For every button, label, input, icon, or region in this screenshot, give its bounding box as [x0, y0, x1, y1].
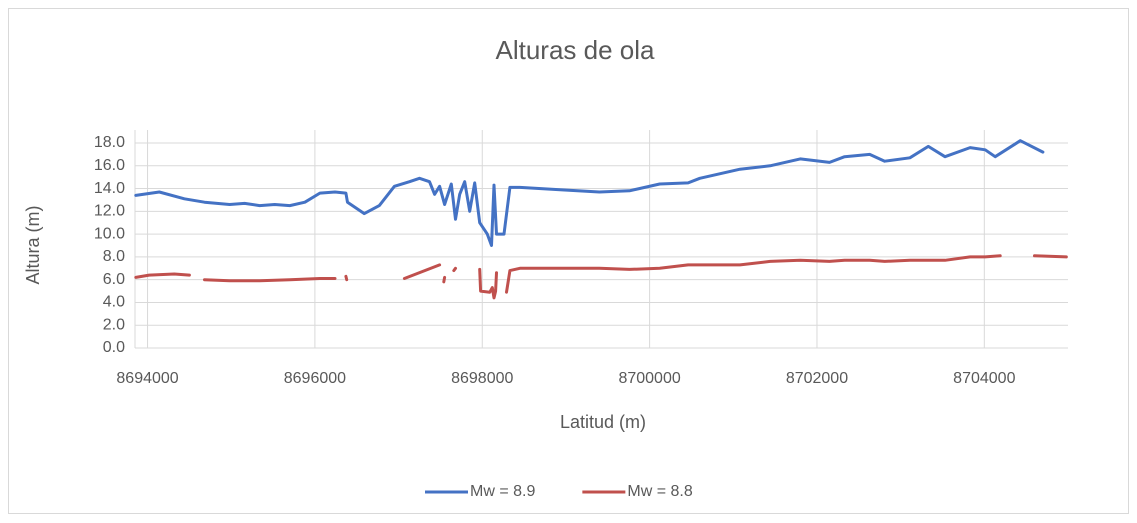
y-tick-label: 4.0: [103, 294, 125, 311]
series-line: [134, 139, 1045, 247]
legend-label: Mw = 8.8: [627, 483, 692, 500]
series-line: [134, 254, 1068, 300]
x-tick-label: 8694000: [116, 370, 178, 387]
legend-label: Mw = 8.9: [470, 483, 535, 500]
y-tick-label: 8.0: [103, 248, 125, 265]
chart-border: [8, 8, 1129, 514]
x-tick-label: 8700000: [618, 370, 680, 387]
y-tick-label: 16.0: [94, 157, 125, 174]
x-tick-label: 8702000: [786, 370, 848, 387]
y-tick-label: 18.0: [94, 134, 125, 151]
x-tick-label: 8696000: [284, 370, 346, 387]
chart-title: Alturas de ola: [496, 35, 656, 65]
x-tick-label: 8698000: [451, 370, 513, 387]
y-tick-label: 10.0: [94, 225, 125, 242]
y-tick-label: 6.0: [103, 271, 125, 288]
y-tick-label: 0.0: [103, 339, 125, 356]
y-tick-label: 2.0: [103, 316, 125, 333]
y-axis-label: Altura (m): [23, 205, 43, 284]
y-tick-label: 14.0: [94, 180, 125, 197]
x-axis-label: Latitud (m): [560, 412, 646, 432]
x-tick-label: 8704000: [953, 370, 1015, 387]
y-tick-label: 12.0: [94, 203, 125, 220]
